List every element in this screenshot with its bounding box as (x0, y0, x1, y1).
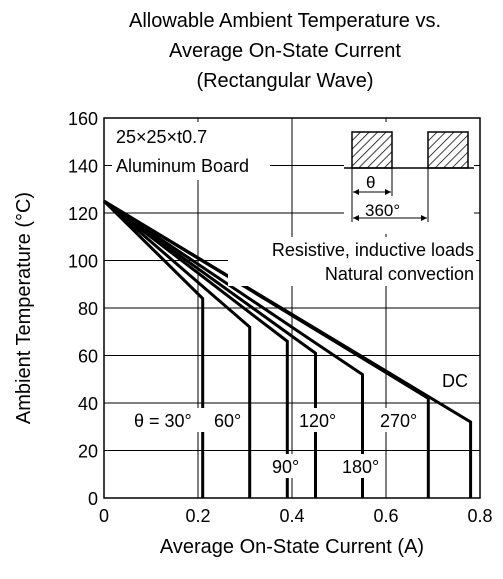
period-label: 360° (365, 201, 400, 220)
series-label-layer: θ = 30° 60° 90° 120° 180° 270° DC (130, 368, 474, 478)
series-label-60: 60° (214, 411, 241, 431)
x-tick-label-1: 0.2 (185, 506, 210, 526)
board-label-1: 25×25×t0.7 (116, 127, 207, 147)
load-label-1: Resistive, inductive loads (272, 240, 474, 260)
x-tick-label-0: 0 (99, 506, 109, 526)
board-label-2: Aluminum Board (116, 156, 249, 176)
y-tick-label-0: 0 (88, 489, 98, 509)
y-tick-label-4: 80 (78, 299, 98, 319)
chart-title-line-2: Average On-State Current (169, 40, 401, 62)
y-tick-label-8: 160 (68, 109, 98, 129)
y-tick-label-3: 60 (78, 347, 98, 367)
y-tick-label-1: 20 (78, 442, 98, 462)
waveform-pulse-1 (351, 131, 393, 169)
y-axis-label: Ambient Temperature (°C) (13, 192, 35, 424)
series-label-180: 180° (342, 457, 379, 477)
plot-frame (103, 117, 481, 499)
series-layer (102, 199, 473, 498)
series-label-dc-bg (440, 368, 474, 392)
load-label-2: Natural convection (325, 264, 474, 284)
x-tick-label-3: 0.6 (373, 506, 398, 526)
annotation-layer: 25×25×t0.7 Aluminum Board θ 360° Resisti… (112, 122, 476, 286)
series-line-1 (103, 199, 252, 498)
chart-title: Allowable Ambient Temperature vs. Averag… (95, 6, 475, 96)
series-label-90-bg (270, 454, 304, 478)
y-tick-label-5: 100 (68, 252, 98, 272)
series-label-120-bg (297, 408, 341, 432)
series-label-270: 270° (380, 411, 417, 431)
series-label-90: 90° (272, 457, 299, 477)
series-label-30: θ = 30° (134, 411, 192, 431)
board-label-bg (112, 122, 270, 180)
series-label-120: 120° (299, 411, 336, 431)
x-tick-label-4: 0.8 (467, 506, 492, 526)
series-label-30-bg (130, 408, 208, 432)
series-line-3 (103, 199, 317, 498)
x-tick-label-2: 0.4 (279, 506, 304, 526)
series-label-270-bg (378, 408, 426, 432)
series-line-2 (103, 199, 289, 498)
theta-label: θ (366, 173, 375, 192)
series-line-6 (103, 199, 473, 498)
chart-title-line-1: Allowable Ambient Temperature vs. (128, 10, 441, 32)
y-tick-label-2: 40 (78, 394, 98, 414)
load-label-bg (228, 237, 476, 286)
series-label-60-bg (212, 408, 242, 432)
series-label-dc: DC (442, 371, 468, 391)
y-tick-label-7: 140 (68, 157, 98, 177)
tick-layer: 0 0.2 0.4 0.6 0.8 0 20 40 60 80 100 120 140 160 (68, 109, 493, 526)
series-label-180-bg (340, 454, 384, 478)
y-tick-label-6: 120 (68, 204, 98, 224)
chart-title-line-3: (Rectangular Wave) (196, 70, 374, 92)
waveform-pulse-2 (427, 131, 469, 169)
x-axis-label: Average On-State Current (A) (160, 536, 424, 558)
